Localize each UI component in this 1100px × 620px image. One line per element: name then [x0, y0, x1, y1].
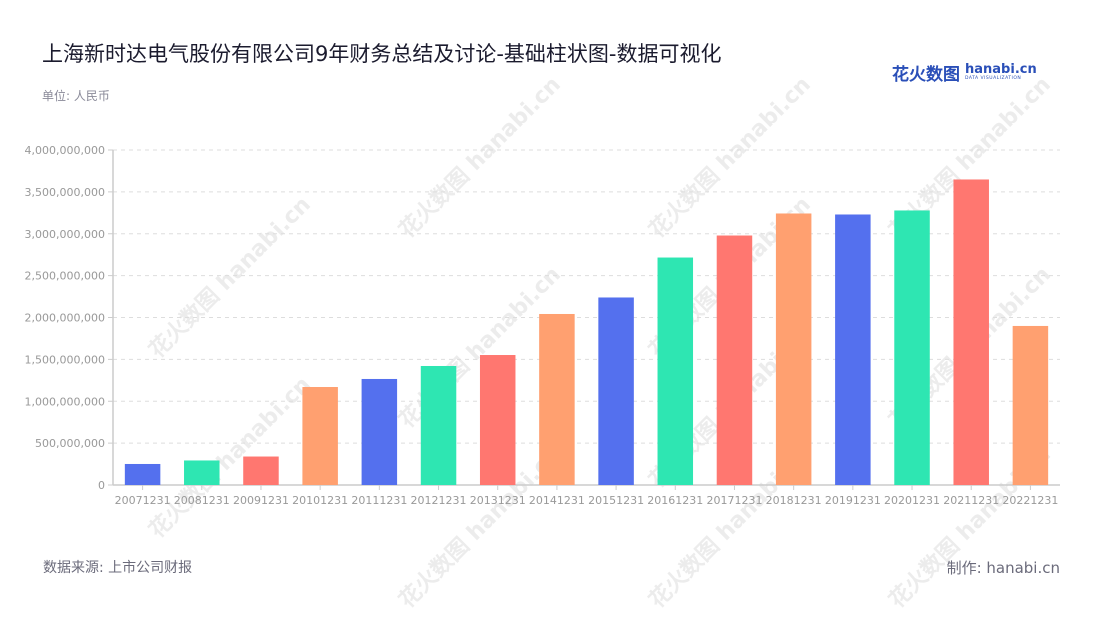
x-tick-label: 20121231 [411, 494, 467, 507]
x-tick-label: 20081231 [174, 494, 230, 507]
bar-20091231[interactable] [243, 456, 279, 485]
bar-20221231[interactable] [1012, 325, 1049, 485]
y-tick-label: 500,000,000 [35, 437, 105, 450]
logo-tagline: DATA VISUALIZATION [965, 76, 1022, 81]
unit-label: 单位: 人民币 [42, 89, 110, 103]
y-tick-label: 2,500,000,000 [25, 270, 105, 283]
bar-20171231[interactable] [716, 235, 753, 485]
bar-20141231[interactable] [539, 313, 575, 485]
x-tick-label: 20101231 [292, 494, 348, 507]
bar-20151231[interactable] [598, 297, 634, 485]
bar-20131231[interactable] [479, 355, 516, 485]
bar-20081231[interactable] [184, 460, 220, 485]
bar-20071231[interactable] [124, 463, 161, 485]
bar-20101231[interactable] [302, 387, 338, 485]
y-tick-label: 3,500,000,000 [25, 186, 105, 199]
x-tick-label: 20151231 [588, 494, 644, 507]
x-tick-label: 20201231 [884, 494, 940, 507]
x-tick-label: 20181231 [766, 494, 822, 507]
x-tick-label: 20211231 [943, 494, 999, 507]
y-tick-label: 1,000,000,000 [25, 395, 105, 408]
y-tick-label: 0 [98, 479, 105, 492]
x-tick-label: 20091231 [233, 494, 289, 507]
y-tick-label: 1,500,000,000 [25, 353, 105, 366]
brand-logo: 花火数图 hanabi.cn DATA VISUALIZATION [892, 60, 1037, 85]
x-tick-label: 20141231 [529, 494, 585, 507]
x-tick-label: 20071231 [115, 494, 171, 507]
bar-20211231[interactable] [953, 179, 989, 486]
x-tick-label: 20171231 [706, 494, 762, 507]
bar-20201231[interactable] [894, 210, 930, 485]
x-tick-label: 20111231 [351, 494, 407, 507]
y-tick-label: 3,000,000,000 [25, 228, 105, 241]
x-tick-label: 20161231 [647, 494, 703, 507]
credit: 制作: hanabi.cn [946, 559, 1060, 577]
bar-20191231[interactable] [835, 214, 871, 486]
x-tick-label: 20221231 [1002, 494, 1058, 507]
bar-20161231[interactable] [657, 257, 694, 485]
bar-20121231[interactable] [420, 365, 457, 485]
data-source: 数据来源: 上市公司财报 [43, 560, 193, 576]
bar-20111231[interactable] [361, 378, 398, 485]
logo-en-block: hanabi.cn DATA VISUALIZATION [965, 63, 1037, 82]
y-tick-label: 2,000,000,000 [25, 312, 105, 325]
bar-20181231[interactable] [775, 213, 812, 486]
x-tick-label: 20131231 [470, 494, 526, 507]
x-tick-label: 20191231 [825, 494, 881, 507]
logo-cn-text: 花火数图 [892, 65, 960, 85]
logo-en-text: hanabi.cn [965, 62, 1037, 77]
y-tick-label: 4,000,000,000 [25, 144, 105, 157]
chart-title: 上海新时达电气股份有限公司9年财务总结及讨论-基础柱状图-数据可视化 [42, 42, 722, 66]
